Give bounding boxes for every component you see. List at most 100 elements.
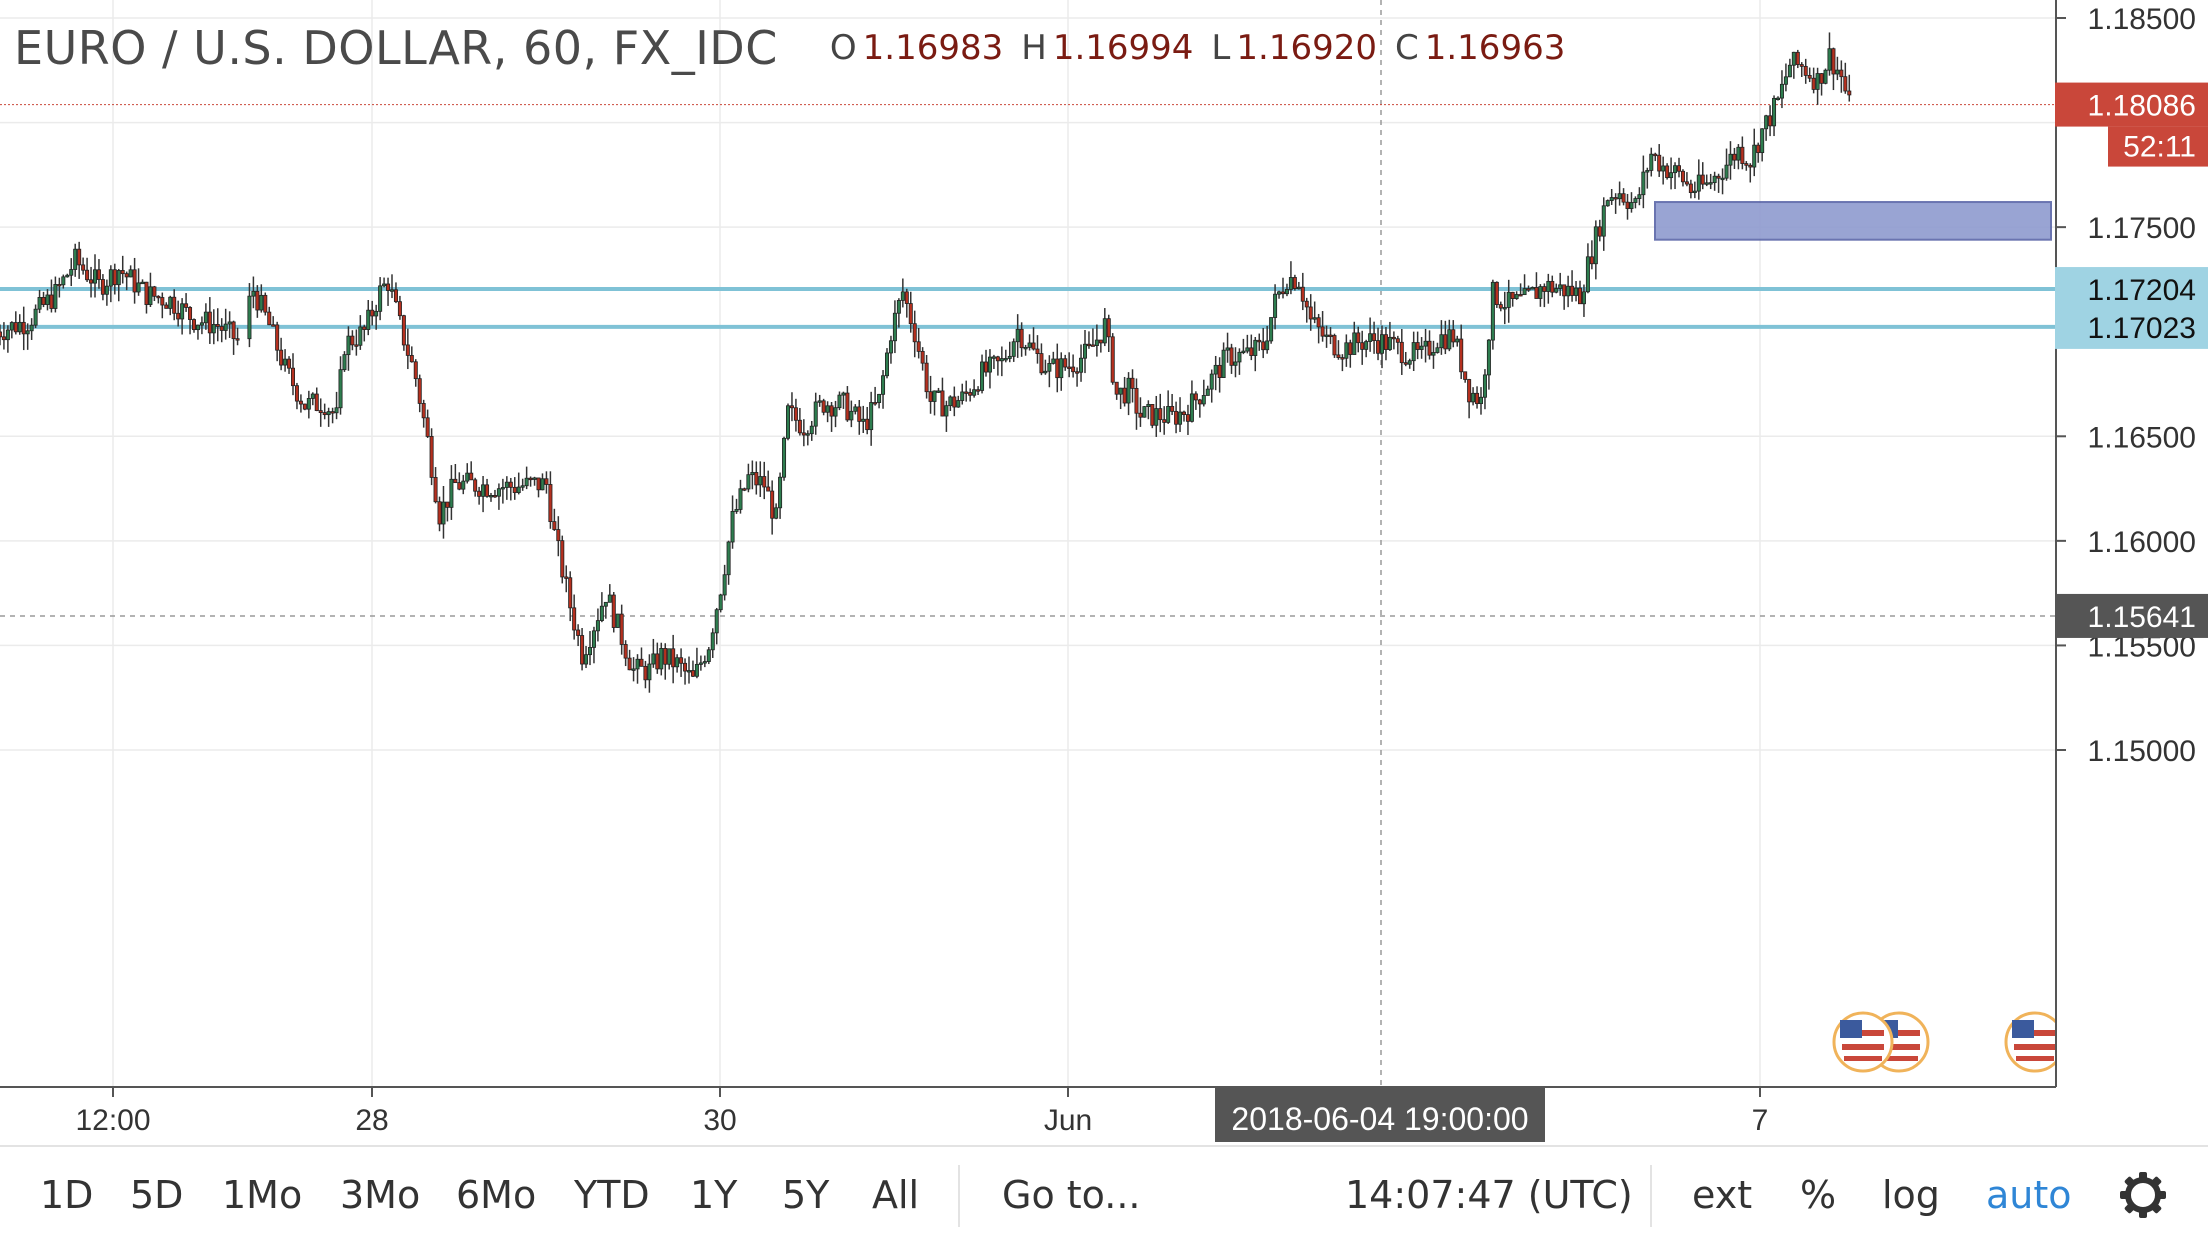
range-5d-button[interactable]: 5D — [130, 1173, 184, 1217]
candle — [473, 477, 478, 497]
candle — [1209, 369, 1214, 403]
auto-scale-toggle[interactable]: auto — [1986, 1173, 2072, 1217]
range-ytd-button[interactable]: YTD — [574, 1173, 650, 1217]
candle — [49, 279, 54, 313]
close-value: 1.16963 — [1424, 28, 1566, 68]
chart-legend[interactable]: EURO / U.S. DOLLAR, 60, FX_IDC O 1.16983 … — [14, 18, 1565, 78]
goto-date-button[interactable]: Go to... — [1002, 1173, 1141, 1217]
open-value: 1.16983 — [862, 28, 1004, 68]
candle — [378, 277, 383, 321]
candle — [1447, 319, 1452, 352]
candle — [1783, 63, 1788, 92]
range-1y-button[interactable]: 1Y — [690, 1173, 738, 1217]
symbol-title[interactable]: EURO / U.S. DOLLAR, 60, FX_IDC — [14, 21, 778, 75]
candle — [801, 419, 806, 447]
percent-scale-toggle[interactable]: % — [1800, 1173, 1837, 1217]
candle — [1407, 358, 1412, 369]
candle — [374, 304, 379, 330]
price-axis[interactable]: 1.185001.175001.165001.160001.155001.150… — [2056, 3, 2196, 768]
log-scale-toggle[interactable]: log — [1882, 1173, 1940, 1217]
candle — [1170, 393, 1175, 416]
candle — [1645, 167, 1650, 189]
candle — [421, 399, 426, 428]
candle — [1566, 275, 1571, 308]
price-zone-rectangle[interactable] — [1654, 201, 2052, 241]
candle — [1712, 171, 1717, 191]
x-tick-label: 12:00 — [75, 1104, 150, 1137]
gear-icon[interactable] — [2118, 1167, 2168, 1223]
candle — [184, 293, 189, 312]
candle — [140, 279, 145, 285]
candle — [845, 386, 850, 422]
candle — [259, 284, 264, 313]
candle — [706, 647, 711, 665]
candle — [690, 660, 695, 678]
candle — [1094, 324, 1099, 357]
candle — [952, 386, 957, 417]
candle — [1118, 387, 1123, 410]
candle — [144, 281, 149, 314]
candle — [1185, 404, 1190, 435]
time-axis[interactable]: 12:00 28 30 Jun 7 — [75, 1087, 1768, 1137]
us-flag-icon[interactable] — [2004, 1011, 2066, 1073]
candle — [100, 274, 105, 301]
candle — [152, 285, 157, 301]
candle — [1154, 395, 1159, 437]
us-flag-icon[interactable] — [1832, 1011, 1894, 1073]
candle — [1546, 273, 1551, 304]
candle — [1791, 51, 1796, 79]
y-tick-label: 1.16500 — [2088, 421, 2196, 454]
candle — [821, 398, 826, 416]
candle — [350, 330, 355, 351]
candle — [1, 322, 6, 350]
candle — [1526, 285, 1531, 292]
candle — [445, 501, 450, 522]
candle — [1114, 381, 1119, 400]
candle — [191, 318, 196, 333]
candle — [560, 535, 565, 584]
candle — [623, 640, 628, 667]
candle — [1534, 272, 1539, 299]
candle — [1332, 333, 1337, 358]
candle — [1189, 380, 1194, 423]
candle — [504, 476, 509, 500]
range-1d-button[interactable]: 1D — [40, 1173, 94, 1217]
candle — [837, 391, 842, 411]
candle — [1352, 321, 1357, 355]
candle — [199, 316, 204, 335]
candle — [1486, 339, 1491, 390]
candle — [1249, 334, 1254, 361]
candle — [1617, 181, 1622, 206]
range-3mo-button[interactable]: 3Mo — [340, 1173, 421, 1217]
open-label: O — [829, 28, 857, 68]
range-1mo-button[interactable]: 1Mo — [222, 1173, 303, 1217]
candle — [1284, 283, 1289, 297]
bottom-toolbar: 1D 5D 1Mo 3Mo 6Mo YTD 1Y 5Y All Go to...… — [0, 1145, 2208, 1244]
candle — [120, 255, 125, 284]
candle — [999, 346, 1004, 377]
range-all-button[interactable]: All — [872, 1173, 920, 1217]
candle — [318, 398, 323, 427]
toolbar-divider — [958, 1165, 960, 1227]
candle — [211, 309, 216, 345]
candle — [1578, 280, 1583, 305]
candle — [164, 302, 169, 309]
candle — [1708, 173, 1713, 190]
candle — [1269, 317, 1274, 344]
candle — [877, 393, 882, 409]
candle — [1431, 340, 1436, 369]
candle — [1003, 349, 1008, 363]
range-6mo-button[interactable]: 6Mo — [456, 1173, 537, 1217]
extended-hours-toggle[interactable]: ext — [1692, 1173, 1753, 1217]
candle — [1383, 327, 1388, 361]
candle — [1625, 193, 1630, 220]
range-5y-button[interactable]: 5Y — [782, 1173, 830, 1217]
candle — [207, 297, 212, 344]
candle — [1368, 317, 1373, 352]
candle — [643, 660, 648, 689]
candle — [1336, 340, 1341, 360]
candle — [849, 400, 854, 428]
candle — [1562, 284, 1567, 310]
candle — [461, 474, 466, 495]
